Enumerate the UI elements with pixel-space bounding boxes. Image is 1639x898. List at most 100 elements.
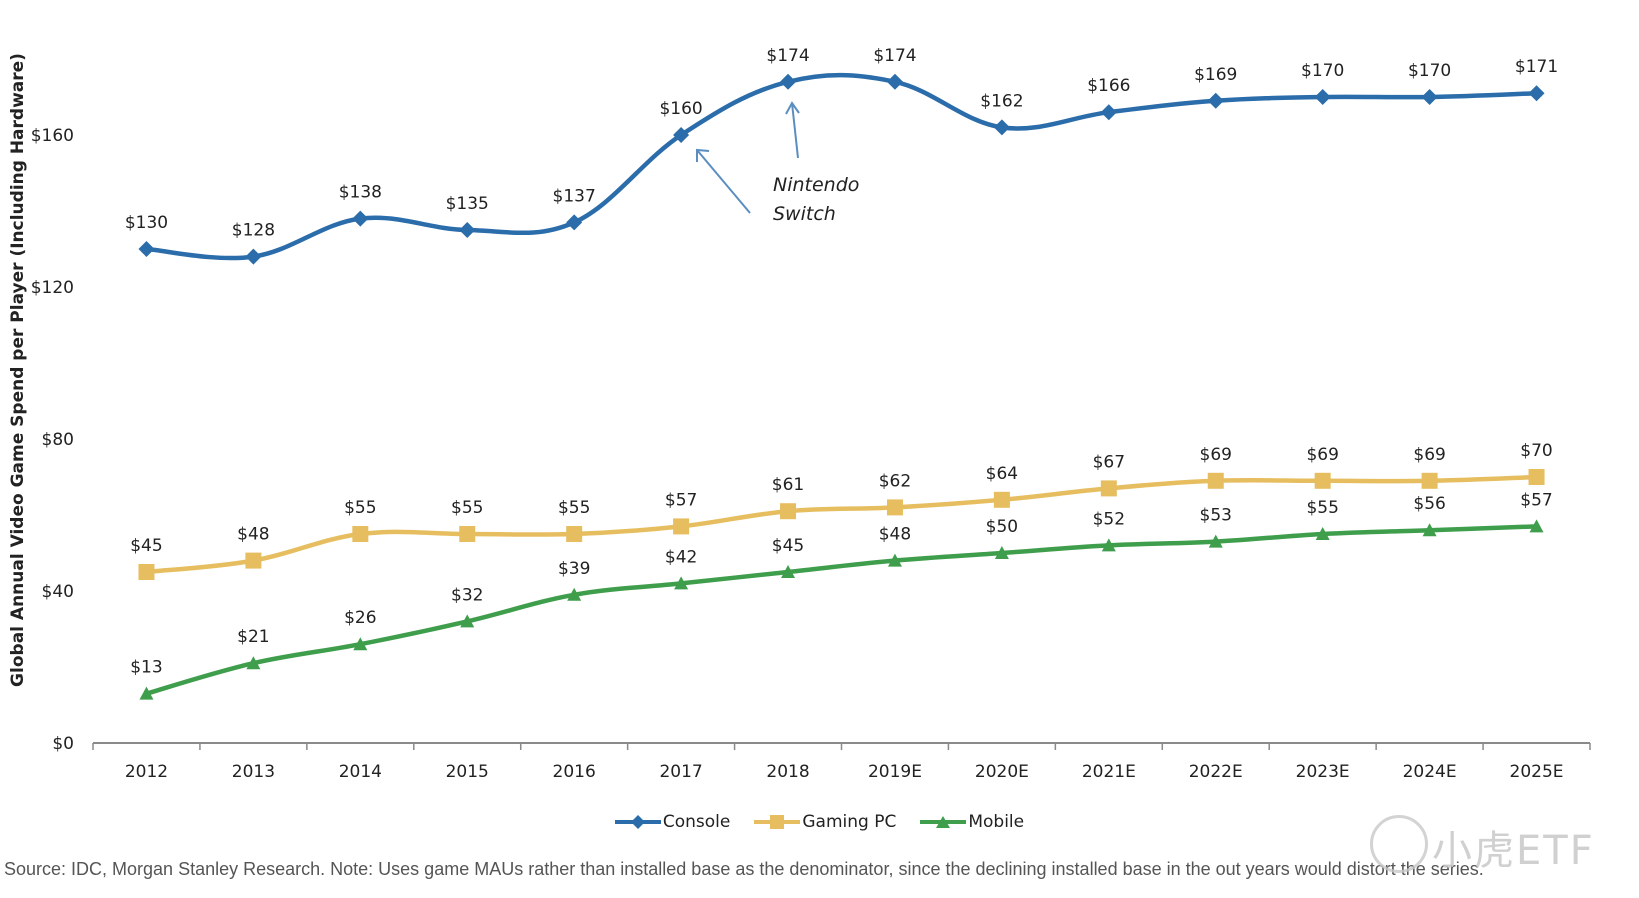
data-label-console: $138	[339, 183, 382, 203]
data-label-mobile: $55	[1306, 498, 1338, 518]
x-tick-label: 2015	[446, 762, 489, 782]
y-tick-label: $160	[31, 126, 74, 146]
marker-gaming-pc	[780, 503, 797, 520]
data-label-gaming-pc: $69	[1413, 445, 1445, 465]
data-label-console: $174	[873, 46, 916, 66]
marker-console	[138, 241, 155, 257]
annotation-arrow-2018	[791, 102, 799, 159]
marker-mobile	[460, 614, 475, 628]
x-axis: 2012 2013 2014 2015 2016 2017 2018 2019E 2020E 20…	[92, 742, 1591, 782]
marker-mobile	[1422, 523, 1437, 537]
marker-gaming-pc	[673, 518, 690, 535]
gaming-pc-square-icon	[754, 815, 801, 829]
x-tick-label: 2025E	[1510, 762, 1564, 782]
legend: Console Gaming PC Mobile	[0, 812, 1639, 832]
x-tick-label: 2020E	[975, 762, 1029, 782]
x-tick-label: 2012	[125, 762, 168, 782]
data-label-gaming-pc: $69	[1200, 445, 1232, 465]
series-lines	[144, 72, 1539, 696]
x-tick-label: 2016	[553, 762, 596, 782]
data-label-gaming-pc: $57	[665, 490, 697, 510]
marker-mobile	[353, 637, 368, 651]
data-label-console: $174	[766, 46, 809, 66]
legend-item-gaming-pc[interactable]: Gaming PC	[754, 812, 896, 832]
data-label-mobile: $42	[665, 547, 697, 567]
marker-console	[886, 73, 903, 90]
marker-console	[566, 214, 583, 231]
source-note: Source: IDC, Morgan Stanley Research. No…	[4, 859, 1484, 879]
marker-console	[459, 222, 476, 238]
marker-mobile	[567, 587, 582, 601]
marker-gaming-pc	[1100, 480, 1117, 497]
series-line-console	[144, 72, 1539, 261]
markers	[138, 73, 1545, 700]
marker-console	[1528, 85, 1545, 102]
watermark-logo-icon	[1370, 815, 1428, 873]
data-label-gaming-pc: $45	[130, 536, 162, 556]
data-label-mobile: $52	[1093, 509, 1125, 529]
y-axis-title: Global Annual Video Game Spend per Playe…	[8, 53, 28, 687]
legend-label-gaming-pc: Gaming PC	[802, 812, 897, 832]
marker-mobile	[1101, 538, 1116, 552]
data-label-mobile: $57	[1520, 490, 1552, 510]
data-label-console: $128	[232, 221, 275, 241]
data-label-gaming-pc: $69	[1306, 445, 1338, 465]
marker-mobile	[781, 565, 796, 578]
marker-mobile	[1208, 534, 1223, 548]
annotation-arrow-2017	[696, 149, 751, 214]
marker-mobile	[1529, 519, 1544, 533]
marker-mobile	[139, 686, 154, 700]
data-labels: $130 $128 $138 $135 $137 $160 $174 $174 $162 $166…	[125, 46, 1558, 678]
marker-console	[1314, 89, 1331, 105]
marker-console	[245, 248, 262, 265]
data-label-console: $137	[553, 186, 596, 206]
mobile-triangle-icon	[920, 816, 967, 828]
marker-gaming-pc	[886, 499, 903, 516]
y-tick-label: $0	[52, 734, 74, 754]
marker-gaming-pc	[352, 526, 369, 542]
marker-console	[352, 210, 369, 227]
legend-item-console[interactable]: Console	[614, 812, 731, 832]
data-label-console: $166	[1087, 76, 1130, 96]
marker-console	[1207, 92, 1224, 109]
marker-gaming-pc	[1528, 469, 1545, 485]
annotation-line-1: Nintendo	[773, 174, 859, 196]
legend-label-console: Console	[662, 812, 731, 832]
annotation-line-2: Switch	[773, 203, 836, 225]
marker-mobile	[1315, 527, 1330, 540]
data-label-gaming-pc: $70	[1520, 441, 1552, 461]
marker-gaming-pc	[1421, 472, 1438, 489]
data-label-gaming-pc: $62	[879, 471, 911, 491]
x-tick-label: 2021E	[1082, 762, 1136, 782]
x-tick-label: 2014	[339, 762, 382, 782]
data-label-mobile: $53	[1200, 506, 1232, 526]
legend-item-mobile[interactable]: Mobile	[920, 812, 1024, 832]
x-tick-label: 2017	[659, 762, 702, 782]
data-label-gaming-pc: $48	[237, 525, 269, 545]
data-label-mobile: $45	[772, 536, 804, 556]
marker-console	[993, 119, 1010, 136]
marker-gaming-pc	[566, 526, 583, 542]
marker-gaming-pc	[1207, 472, 1224, 489]
data-label-console: $171	[1515, 57, 1558, 77]
watermark-text: 小虎ETF	[1432, 828, 1595, 874]
marker-gaming-pc	[1314, 472, 1331, 489]
x-tick-label: 2024E	[1403, 762, 1457, 782]
y-tick-label: $120	[31, 278, 74, 298]
data-label-gaming-pc: $55	[344, 498, 376, 518]
marker-mobile	[246, 656, 261, 670]
marker-mobile	[887, 553, 902, 567]
data-label-mobile: $26	[344, 608, 376, 628]
data-label-gaming-pc: $67	[1093, 452, 1125, 472]
series-line-gaming-pc	[144, 474, 1539, 575]
data-label-mobile: $56	[1413, 494, 1445, 514]
x-tick-label: 2013	[232, 762, 275, 782]
data-label-mobile: $48	[879, 525, 911, 545]
data-label-mobile: $13	[130, 658, 162, 678]
data-label-console: $170	[1301, 61, 1344, 81]
marker-gaming-pc	[459, 526, 476, 542]
data-label-gaming-pc: $64	[986, 464, 1018, 484]
marker-mobile	[994, 546, 1009, 559]
annotation-arrowhead-2017	[696, 148, 710, 162]
